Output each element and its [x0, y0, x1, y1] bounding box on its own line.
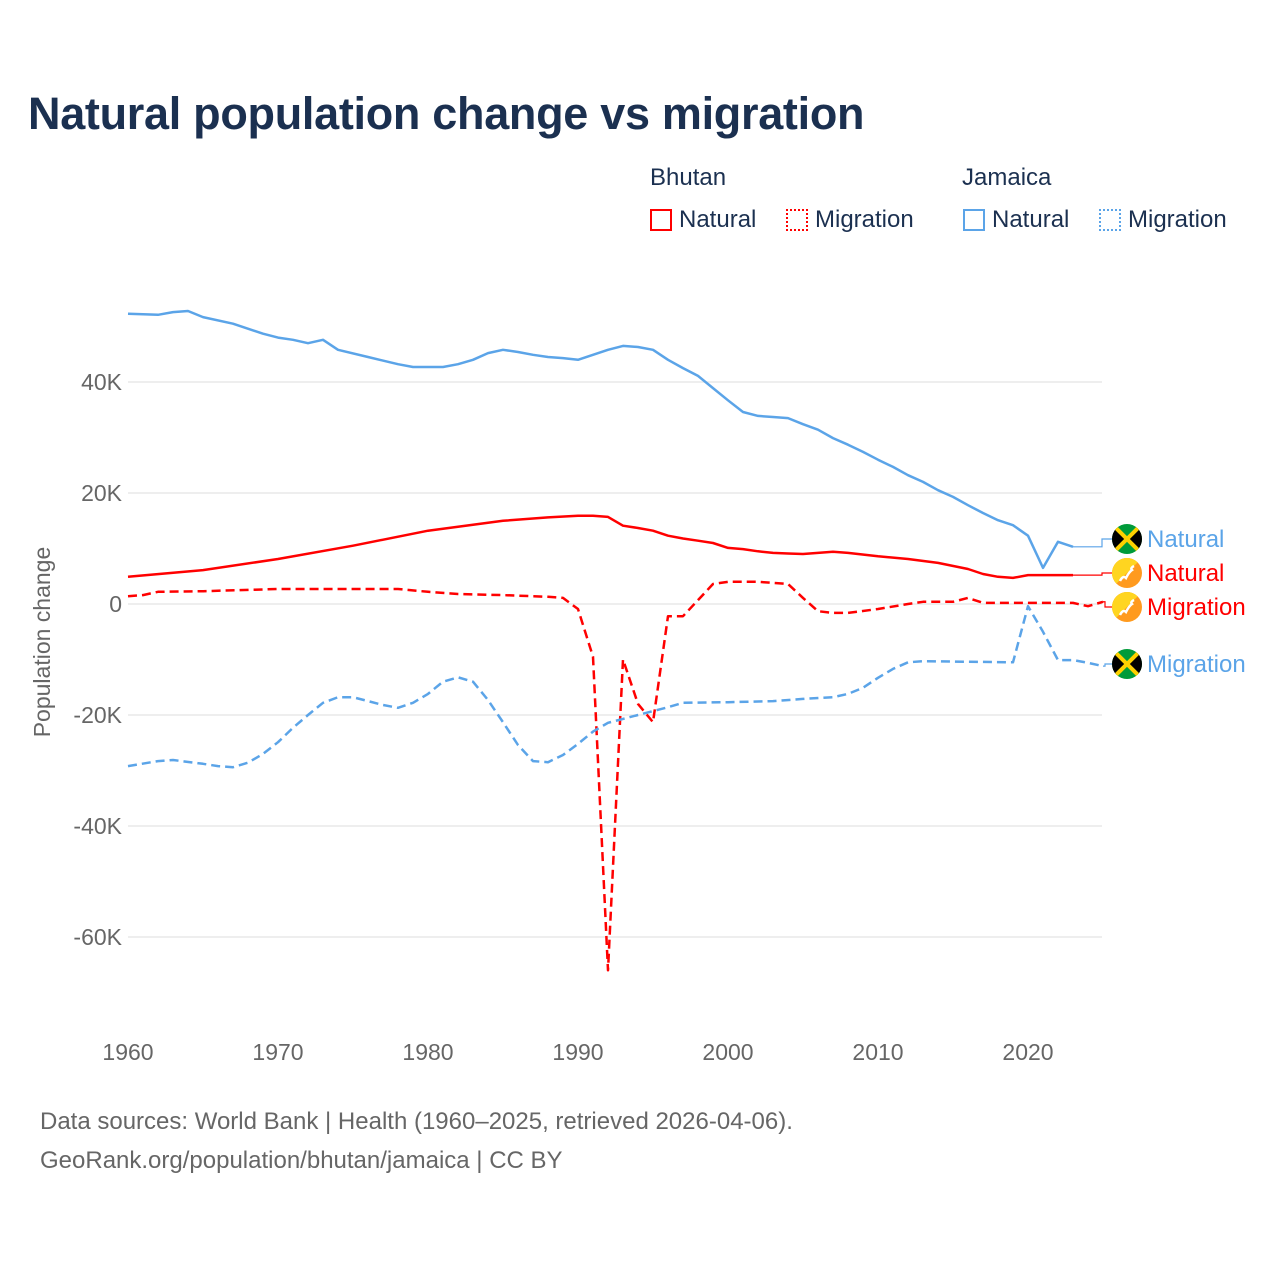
footer-attribution[interactable]: GeoRank.org/population/bhutan/jamaica | … — [40, 1147, 563, 1174]
x-tick-label: 2010 — [852, 1039, 903, 1065]
flag-saltire — [1112, 524, 1142, 554]
legend-group-bhutan: Bhutan — [650, 164, 727, 191]
x-tick-label: 1970 — [252, 1039, 303, 1065]
legend-swatch-dotted-red — [786, 209, 808, 231]
flag-saltire — [1112, 649, 1142, 679]
flag-body — [1112, 524, 1142, 554]
y-tick-label: -40K — [73, 813, 122, 839]
flag-black — [1127, 649, 1142, 679]
flag-body — [1112, 558, 1142, 588]
chart-title: Natural population change vs migration — [28, 88, 865, 139]
series-line-bhutan-migration — [127, 580, 1104, 972]
series-end-label: Migration — [1147, 651, 1246, 678]
series-line-bhutan-natural — [127, 514, 1073, 580]
legend-swatch-solid-red — [650, 209, 672, 231]
bhutan-flag-icon — [1112, 592, 1142, 622]
bhutan-flag-icon — [1112, 558, 1142, 588]
jamaica-flag-icon — [1112, 649, 1142, 679]
legend-label: Natural — [992, 206, 1070, 233]
legend-group-jamaica: Jamaica — [962, 164, 1052, 191]
x-tick-label: 1960 — [102, 1039, 153, 1065]
legend-label: Migration — [1128, 206, 1227, 233]
flag-dragon — [1118, 598, 1135, 616]
x-tick-label: 1980 — [402, 1039, 453, 1065]
legend-swatch-dotted-blue — [1099, 209, 1121, 231]
series-end-label: Natural — [1147, 560, 1224, 587]
y-tick-label: 20K — [81, 480, 123, 506]
flag-black — [1112, 524, 1127, 554]
y-tick-label: 40K — [81, 369, 123, 395]
flag-body — [1112, 649, 1142, 679]
series-end-label: Migration — [1147, 594, 1246, 621]
series-end-label: Natural — [1147, 526, 1224, 553]
legend-bhutan-natural[interactable]: Natural — [650, 206, 756, 234]
series-line-jamaica-migration — [127, 604, 1104, 769]
y-tick-label: -20K — [73, 702, 122, 728]
jamaica-flag-icon — [1112, 524, 1142, 554]
label-connector — [1103, 601, 1112, 608]
legend-jamaica-migration[interactable]: Migration — [1099, 206, 1227, 234]
label-connector — [1103, 663, 1112, 667]
flag-black — [1112, 649, 1127, 679]
flag-black — [1127, 524, 1142, 554]
y-tick-label: 0 — [109, 591, 122, 617]
legend-label: Natural — [679, 206, 757, 233]
legend-swatch-solid-blue — [963, 209, 985, 231]
legend-bhutan-migration[interactable]: Migration — [786, 206, 914, 234]
label-connector — [1073, 538, 1112, 548]
x-tick-label: 2000 — [702, 1039, 753, 1065]
x-tick-label: 2020 — [1002, 1039, 1053, 1065]
series-line-jamaica-natural — [127, 309, 1074, 570]
x-tick-label: 1990 — [552, 1039, 603, 1065]
flag-dragon — [1118, 564, 1135, 582]
legend-label: Migration — [815, 206, 914, 233]
legend-jamaica-natural[interactable]: Natural — [963, 206, 1069, 234]
flag-body — [1112, 592, 1142, 622]
y-axis-label: Population change — [29, 547, 55, 738]
footer-sources: Data sources: World Bank | Health (1960–… — [40, 1108, 793, 1135]
y-tick-label: -60K — [73, 924, 122, 950]
label-connector — [1073, 572, 1112, 576]
